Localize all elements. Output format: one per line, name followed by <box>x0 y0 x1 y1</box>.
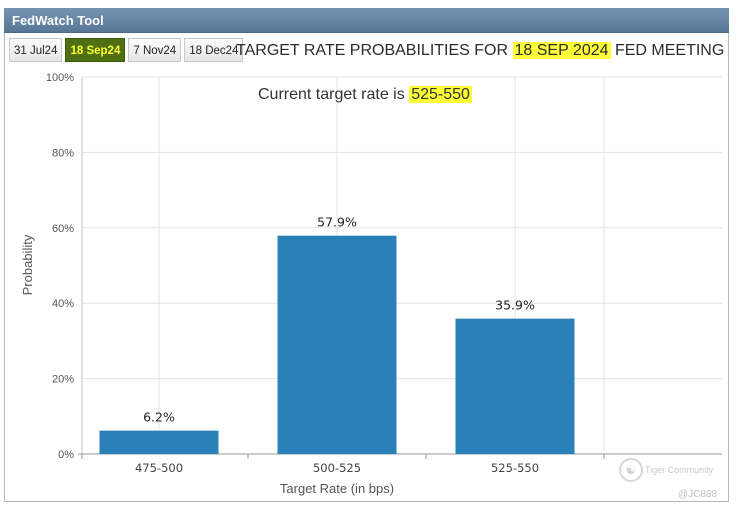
current-rate-prefix: Current target rate is <box>258 86 405 103</box>
title-prefix: TARGET RATE PROBABILITIES FOR <box>236 42 509 59</box>
y-tick-label: 100% <box>46 72 74 84</box>
tab-18-dec24[interactable]: 18 Dec24 <box>184 38 244 62</box>
watermark-brand: Tiger Community <box>645 465 714 475</box>
y-axis-title: Probability <box>20 234 35 295</box>
tab-7-nov24[interactable]: 7 Nov24 <box>128 38 182 62</box>
bar-475-500 <box>99 430 219 454</box>
watermark: ☯ Tiger Community <box>619 458 713 482</box>
x-axis-title: Target Rate (in bps) <box>280 481 394 496</box>
tab-31-jul24[interactable]: 31 Jul24 <box>9 38 63 62</box>
y-tick-label: 0% <box>58 449 74 461</box>
bar-525-550 <box>455 318 575 454</box>
y-tick-label: 80% <box>52 147 74 159</box>
title-date: 18 SEP 2024 <box>512 42 611 59</box>
window-title: FedWatch Tool <box>4 8 729 33</box>
x-tick-label: 500-525 <box>313 461 361 475</box>
current-rate-value: 525-550 <box>409 86 472 103</box>
y-tick-label: 40% <box>52 298 74 310</box>
title-suffix: FED MEETING <box>614 42 725 59</box>
x-tick-label: 525-550 <box>491 461 539 475</box>
watermark-user: @JC888 <box>678 489 718 500</box>
bar-value-label: 57.9% <box>317 215 357 230</box>
bar-value-label: 35.9% <box>495 298 535 313</box>
current-target-rate: Current target rate is 525-550 <box>258 84 472 106</box>
page-title: TARGET RATE PROBABILITIES FOR 18 SEP 202… <box>236 39 724 63</box>
tab-18-sep24[interactable]: 18 Sep24 <box>65 38 126 62</box>
meeting-tabs: 31 Jul24 18 Sep24 7 Nov24 18 Dec24 <box>9 38 244 62</box>
bar-value-label: 6.2% <box>143 410 175 425</box>
y-tick-label: 60% <box>52 223 74 235</box>
tiger-logo-icon: ☯ <box>619 458 643 482</box>
x-tick-label: 475-500 <box>135 461 183 475</box>
bar-500-525 <box>277 235 397 454</box>
y-tick-label: 20% <box>52 374 74 386</box>
